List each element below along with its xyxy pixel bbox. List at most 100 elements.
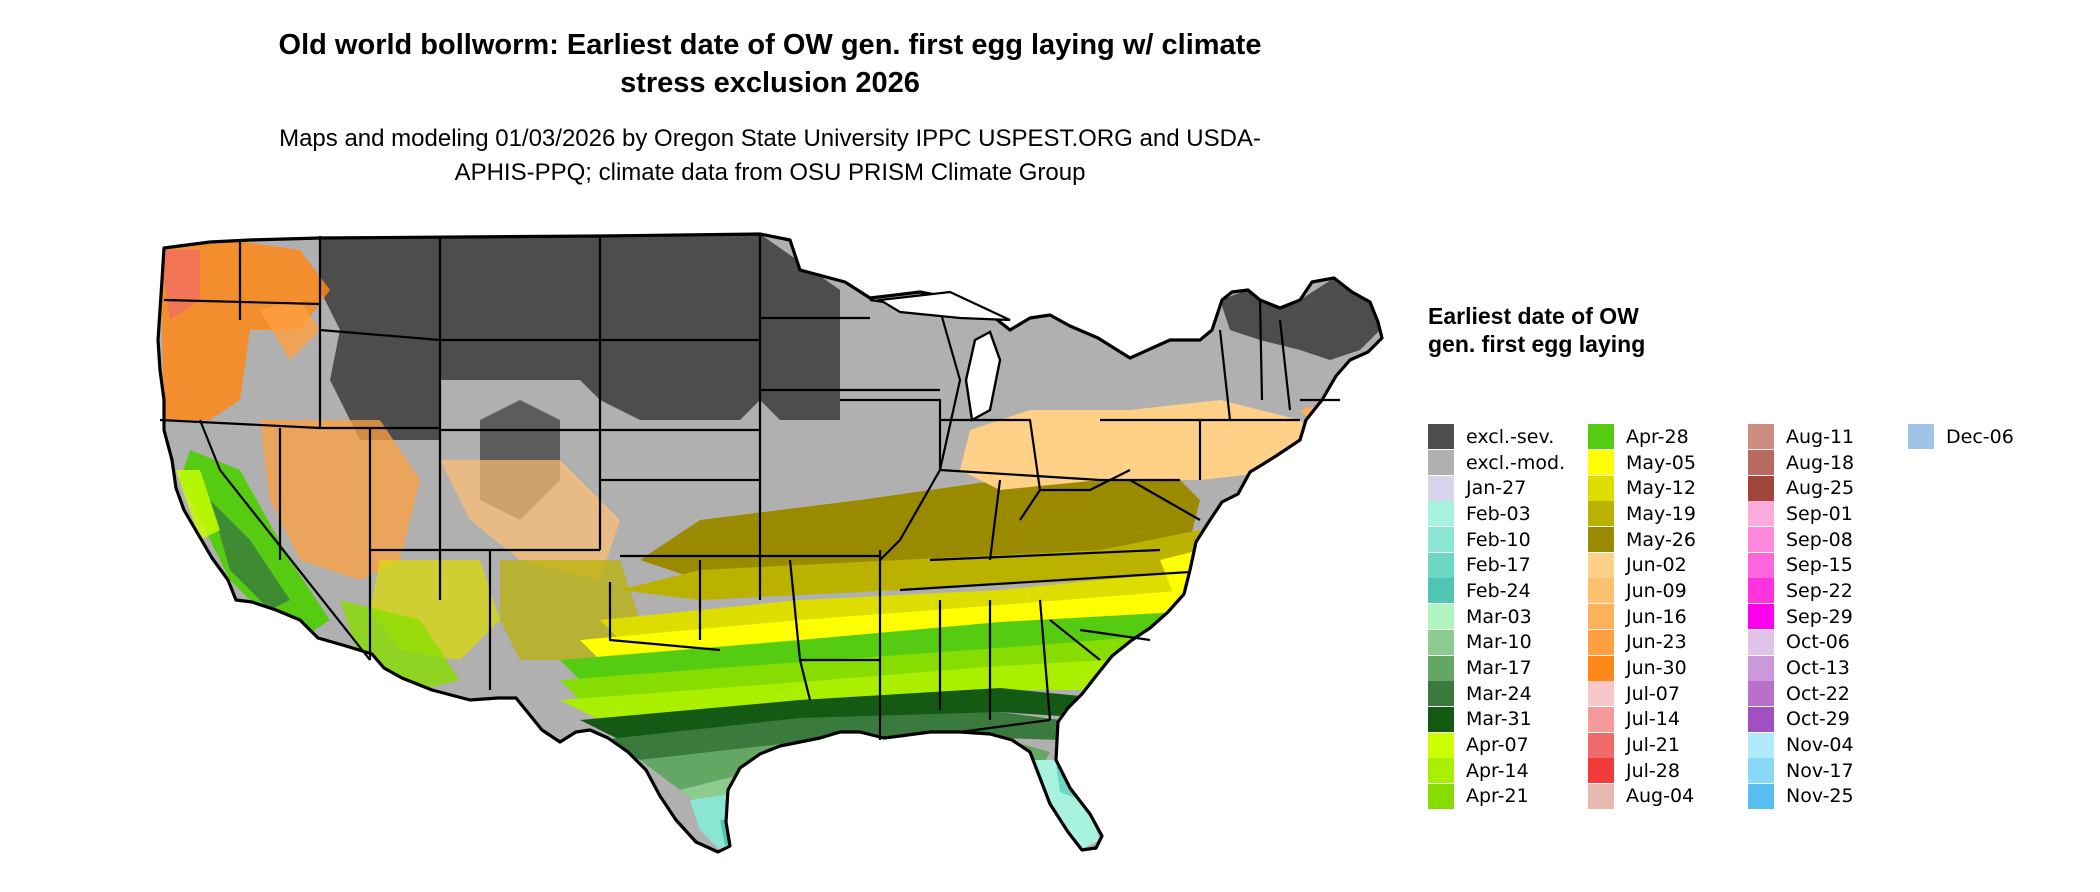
legend-label: Aug-25 — [1786, 477, 1855, 500]
legend-label: Mar-31 — [1466, 708, 1532, 731]
legend-swatch — [1588, 475, 1614, 501]
legend-label: Mar-10 — [1466, 631, 1532, 654]
legend-label: Apr-14 — [1466, 759, 1529, 782]
legend-swatch — [1428, 681, 1454, 707]
legend-label: Jul-28 — [1626, 759, 1680, 782]
legend-swatch — [1428, 706, 1454, 732]
legend-item: Apr-28 — [1588, 424, 1748, 450]
legend-item: Mar-17 — [1428, 655, 1588, 681]
legend-swatch — [1428, 450, 1454, 476]
legend-item: Jun-02 — [1588, 552, 1748, 578]
legend-swatch — [1588, 706, 1614, 732]
legend-swatch — [1748, 578, 1774, 604]
legend-swatch — [1748, 450, 1774, 476]
legend-swatch — [1748, 629, 1774, 655]
legend-label: Jan-27 — [1466, 477, 1527, 500]
legend-label: Aug-11 — [1786, 425, 1855, 448]
legend-swatch — [1588, 732, 1614, 758]
legend-item: Apr-21 — [1428, 783, 1588, 810]
legend-label: May-19 — [1626, 502, 1696, 525]
legend-item: Oct-22 — [1748, 681, 1908, 707]
legend-swatch — [1748, 475, 1774, 501]
legend-item: Jun-16 — [1588, 604, 1748, 630]
legend-swatch — [1428, 501, 1454, 527]
legend-label: Sep-29 — [1786, 605, 1853, 628]
legend-item: Nov-25 — [1748, 783, 1908, 810]
legend-swatch — [1428, 732, 1454, 758]
legend-item: Sep-15 — [1748, 552, 1908, 578]
legend-label: Apr-07 — [1466, 734, 1529, 757]
legend-item: Jul-28 — [1588, 758, 1748, 784]
legend-item: Apr-07 — [1428, 732, 1588, 758]
legend-swatch — [1908, 424, 1934, 450]
legend-label: Nov-04 — [1786, 734, 1854, 757]
legend-label: Nov-25 — [1786, 785, 1854, 808]
legend-item: Sep-22 — [1748, 578, 1908, 604]
legend-swatch — [1588, 655, 1614, 681]
legend-label: Dec-06 — [1946, 425, 2014, 448]
legend-label: Jul-07 — [1626, 682, 1680, 705]
legend-item: Nov-17 — [1748, 758, 1908, 784]
legend-item: Oct-13 — [1748, 655, 1908, 681]
legend-swatch — [1588, 501, 1614, 527]
legend-label: Oct-29 — [1786, 708, 1850, 731]
legend-swatch — [1748, 655, 1774, 681]
legend-item: Jun-30 — [1588, 655, 1748, 681]
legend-item: Sep-01 — [1748, 501, 1908, 527]
legend-label: Sep-08 — [1786, 528, 1853, 551]
legend-label: May-12 — [1626, 477, 1696, 500]
legend-swatch — [1428, 758, 1454, 784]
legend-label: Mar-17 — [1466, 657, 1532, 680]
legend-label: Mar-24 — [1466, 682, 1532, 705]
legend-item: May-26 — [1588, 527, 1748, 553]
legend-label: Jun-23 — [1626, 631, 1687, 654]
legend-label: Jun-09 — [1626, 579, 1687, 602]
legend-swatch — [1428, 629, 1454, 655]
legend-item: Sep-08 — [1748, 527, 1908, 553]
us-map — [156, 232, 1384, 854]
legend-item: Jul-21 — [1588, 732, 1748, 758]
legend-item: May-19 — [1588, 501, 1748, 527]
legend-swatch — [1428, 578, 1454, 604]
legend-swatch — [1428, 655, 1454, 681]
legend-item: Jul-14 — [1588, 706, 1748, 733]
legend-label: excl.-sev. — [1466, 425, 1555, 448]
legend-label: Oct-22 — [1786, 682, 1850, 705]
legend-label: Nov-17 — [1786, 759, 1854, 782]
legend-item: May-05 — [1588, 450, 1748, 476]
legend-swatch — [1588, 604, 1614, 630]
legend-item: Mar-10 — [1428, 629, 1588, 656]
legend-swatch — [1428, 424, 1454, 450]
legend-item: Jun-23 — [1588, 629, 1748, 656]
legend-label: May-26 — [1626, 528, 1696, 551]
legend-swatch — [1748, 552, 1774, 578]
legend-label: Oct-13 — [1786, 657, 1850, 680]
legend-item: Jun-09 — [1588, 578, 1748, 604]
legend-label: Jun-16 — [1626, 605, 1687, 628]
legend-item: Aug-18 — [1748, 450, 1908, 476]
legend-item: Oct-29 — [1748, 706, 1908, 733]
legend-item: excl.-sev. — [1428, 424, 1588, 450]
legend-item: Mar-03 — [1428, 604, 1588, 630]
legend-label: Sep-22 — [1786, 579, 1853, 602]
legend-label: Sep-15 — [1786, 554, 1853, 577]
legend-label: Feb-24 — [1466, 579, 1531, 602]
legend-swatch — [1748, 424, 1774, 450]
legend-item: Mar-31 — [1428, 706, 1588, 733]
legend-swatch — [1748, 604, 1774, 630]
legend-label: Jun-02 — [1626, 554, 1687, 577]
legend-swatch — [1588, 629, 1614, 655]
legend-item: Aug-25 — [1748, 475, 1908, 501]
legend-swatch — [1428, 552, 1454, 578]
legend-item: Nov-04 — [1748, 732, 1908, 758]
legend-swatch — [1748, 732, 1774, 758]
legend-label: Feb-03 — [1466, 502, 1531, 525]
legend-label: Jul-14 — [1626, 708, 1680, 731]
legend-label: Aug-18 — [1786, 451, 1855, 474]
legend-swatch — [1748, 758, 1774, 784]
legend-swatch — [1428, 604, 1454, 630]
legend-swatch — [1588, 527, 1614, 553]
legend-label: excl.-mod. — [1466, 451, 1566, 474]
legend-item: Jan-27 — [1428, 475, 1588, 501]
legend-label: Apr-21 — [1466, 785, 1529, 808]
